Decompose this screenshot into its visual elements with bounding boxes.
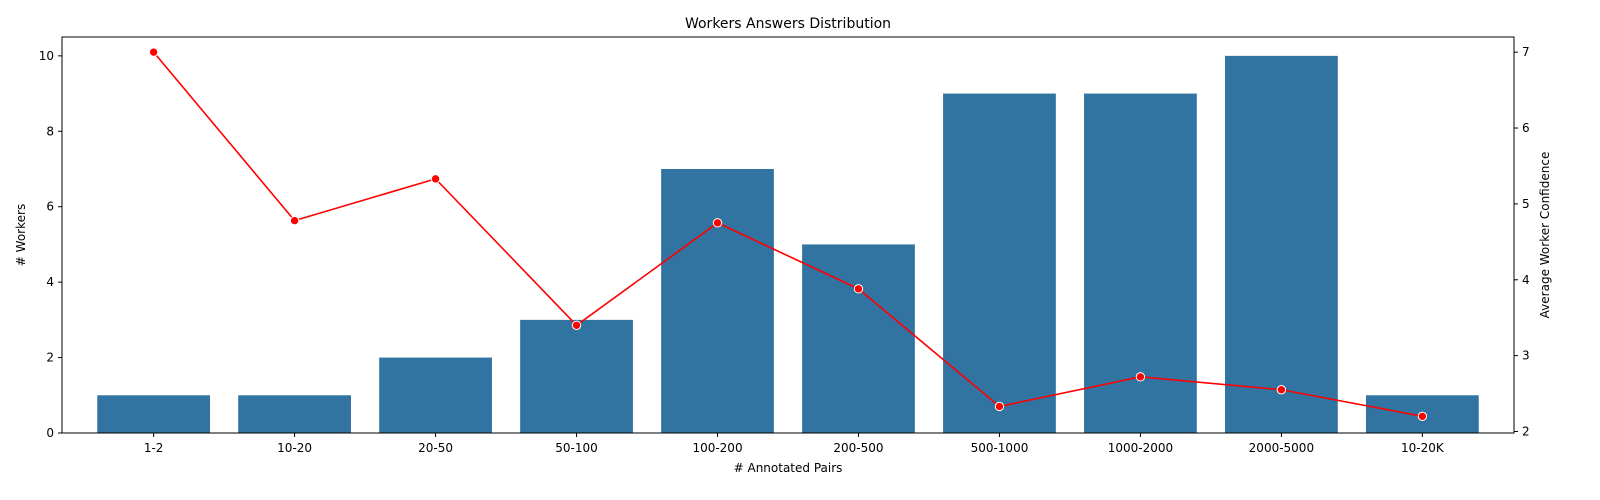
x-tick-label: 200-500: [833, 441, 883, 455]
bar-200-500: [802, 244, 915, 433]
x-tick-label: 1000-2000: [1108, 441, 1173, 455]
confidence-point-50-100: [571, 320, 582, 330]
chart-title: Workers Answers Distribution: [685, 16, 891, 32]
x-tick-label: 20-50: [418, 441, 453, 455]
y-tick-label: 0: [46, 426, 54, 440]
confidence-point-20-50: [430, 174, 441, 184]
y-axis-label: # Workers: [14, 204, 28, 266]
x-tick-label: 1-2: [144, 441, 164, 455]
x-tick-label: 500-1000: [971, 441, 1029, 455]
y-axis-right: 2 3 4 5 6 7: [1514, 45, 1530, 438]
confidence-point-500-1000: [994, 401, 1005, 412]
y2-tick-label: 5: [1522, 197, 1530, 211]
x-tick-label: 50-100: [555, 441, 598, 455]
confidence-point-100-200: [712, 218, 723, 228]
y2-tick-label: 3: [1522, 349, 1530, 363]
confidence-point-200-500: [853, 284, 864, 294]
plot-frame: [61, 36, 1515, 434]
bar-100-200: [661, 169, 774, 433]
x-tick-label: 10-20: [277, 441, 312, 455]
y2-tick-label: 2: [1522, 424, 1530, 438]
bar-20-50: [379, 357, 492, 433]
confidence-point-10-20K: [1417, 411, 1428, 422]
x-axis-label: # Annotated Pairs: [734, 461, 843, 475]
line-layer: [148, 47, 1428, 422]
y-tick-label: 4: [46, 275, 54, 289]
bar-1-2: [97, 395, 211, 433]
confidence-point-10-20: [289, 215, 300, 226]
confidence-point-1-2: [148, 47, 159, 57]
bar-10-20: [238, 395, 351, 433]
bar-500-1000: [943, 93, 1056, 434]
confidence-point-2000-5000: [1276, 385, 1287, 395]
x-tick-label: 10-20K: [1401, 441, 1445, 455]
x-tick-label: 2000-5000: [1249, 441, 1314, 455]
x-tick-label: 100-200: [692, 441, 742, 455]
bar-2000-5000: [1225, 55, 1338, 433]
bar-layer: [97, 55, 1479, 434]
y2-tick-label: 4: [1522, 273, 1530, 287]
confidence-line: [153, 51, 1423, 418]
confidence-point-1000-2000: [1135, 372, 1146, 382]
y-tick-label: 2: [46, 351, 54, 365]
y2-tick-label: 7: [1522, 45, 1530, 59]
y2-axis-label: Average Worker Confidence: [1538, 152, 1552, 319]
y-tick-label: 8: [46, 124, 54, 138]
x-axis: 1-2 10-20 20-50 50-100 100-200 200-500 500-100…: [144, 433, 1445, 455]
bar-1000-2000: [1084, 93, 1197, 434]
y-tick-label: 6: [46, 200, 54, 214]
y-tick-label: 10: [39, 49, 54, 63]
y2-tick-label: 6: [1522, 121, 1530, 135]
bar-50-100: [520, 319, 633, 433]
y-axis-left: 0 2 4 6 8 10: [39, 49, 62, 440]
